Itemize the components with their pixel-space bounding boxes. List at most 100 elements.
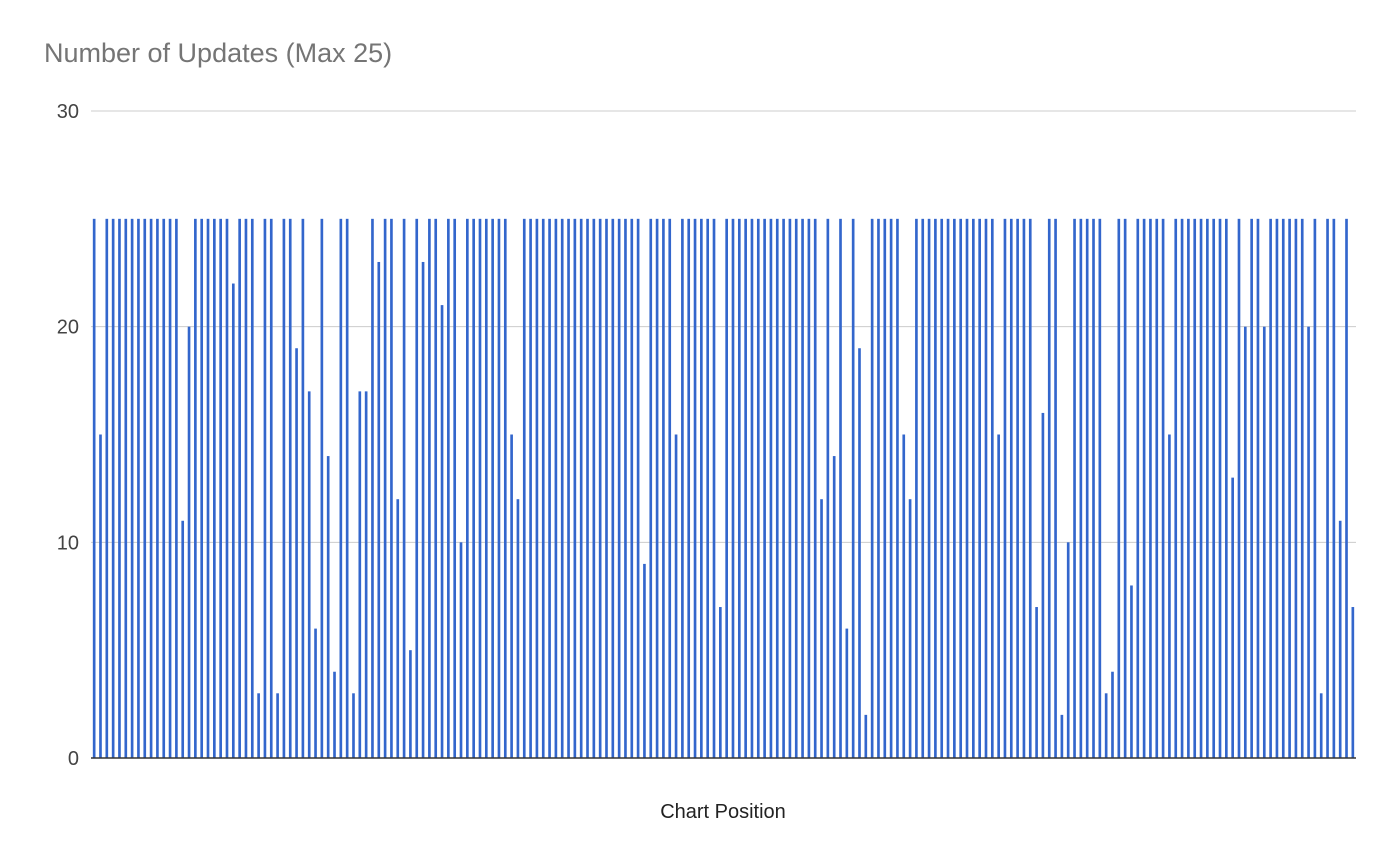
- bar: [858, 348, 861, 758]
- bar: [1345, 218, 1348, 758]
- bar: [915, 218, 918, 758]
- bar: [617, 218, 621, 758]
- bar: [339, 218, 343, 758]
- bar: [149, 218, 153, 758]
- bar: [1193, 218, 1197, 758]
- bar: [655, 218, 659, 758]
- bar: [1300, 218, 1304, 758]
- bar: [775, 218, 779, 758]
- bar: [181, 520, 185, 758]
- bar: [864, 714, 868, 758]
- bar: [434, 218, 438, 758]
- bar: [687, 218, 691, 758]
- bar: [794, 218, 798, 758]
- bar: [1262, 326, 1266, 758]
- bar: [1098, 218, 1102, 758]
- bar: [1180, 218, 1184, 758]
- bar: [972, 218, 975, 758]
- bar: [1237, 218, 1241, 758]
- bar: [997, 434, 1000, 758]
- bar: [1332, 218, 1336, 758]
- bar: [440, 305, 444, 758]
- bar: [503, 218, 507, 758]
- bar: [756, 218, 760, 758]
- bar: [1351, 607, 1355, 758]
- bar: [238, 218, 241, 758]
- bar: [744, 218, 747, 758]
- bar: [472, 218, 475, 758]
- bar: [402, 218, 406, 758]
- bar: [693, 218, 697, 758]
- chart-title: Number of Updates (Max 25): [44, 38, 393, 68]
- bar: [1003, 218, 1007, 758]
- bar: [965, 218, 969, 758]
- bar: [598, 218, 602, 758]
- bar: [902, 434, 906, 758]
- bar: [643, 563, 646, 758]
- bar: [1231, 477, 1234, 758]
- bar: [946, 218, 950, 758]
- bar: [200, 218, 204, 758]
- bar: [870, 218, 874, 758]
- bar: [1243, 326, 1247, 758]
- bar: [826, 218, 830, 758]
- bar: [548, 218, 551, 758]
- bar: [358, 391, 362, 758]
- bar: [301, 218, 305, 758]
- bar: [396, 499, 400, 758]
- bar: [1256, 218, 1260, 758]
- bar: [1022, 218, 1026, 758]
- bar: [1041, 412, 1045, 758]
- bar: [1047, 218, 1051, 758]
- bar: [889, 218, 893, 758]
- bar: [314, 628, 317, 758]
- bar: [1199, 218, 1203, 758]
- bar: [1073, 218, 1076, 758]
- bar: [282, 218, 286, 758]
- bar: [725, 218, 728, 758]
- bar: [111, 218, 115, 758]
- bar: [130, 218, 134, 758]
- bar: [1111, 671, 1114, 758]
- bar: [1016, 218, 1019, 758]
- bar: [1136, 218, 1140, 758]
- bar: [377, 261, 381, 758]
- bar: [782, 218, 785, 758]
- bar: [984, 218, 988, 758]
- bar: [877, 218, 880, 758]
- bar: [554, 218, 558, 758]
- bar: [1104, 693, 1108, 758]
- bar: [934, 218, 937, 758]
- bar: [1117, 218, 1121, 758]
- bar: [586, 218, 589, 758]
- bar: [978, 218, 981, 758]
- bar: [1294, 218, 1298, 758]
- bar: [415, 218, 419, 758]
- bar: [605, 218, 608, 758]
- bar: [1288, 218, 1291, 758]
- bar: [1168, 434, 1171, 758]
- bar: [896, 218, 899, 758]
- y-tick-label: 0: [68, 748, 79, 770]
- bar: [428, 218, 431, 758]
- bars: [92, 218, 1355, 758]
- bar: [99, 434, 102, 758]
- x-axis-title: Chart Position: [660, 801, 786, 823]
- bar: [92, 218, 96, 758]
- bar: [611, 218, 615, 758]
- bar: [636, 218, 640, 758]
- bar: [269, 218, 273, 758]
- bar: [788, 218, 792, 758]
- bar: [225, 218, 229, 758]
- bar: [522, 218, 526, 758]
- bar: [1130, 585, 1133, 758]
- bar: [845, 628, 849, 758]
- bar: [390, 218, 393, 758]
- bar: [883, 218, 887, 758]
- bar: [1066, 542, 1070, 758]
- bar: [1212, 218, 1216, 758]
- bar: [706, 218, 710, 758]
- bar: [326, 456, 330, 758]
- bar: [529, 218, 532, 758]
